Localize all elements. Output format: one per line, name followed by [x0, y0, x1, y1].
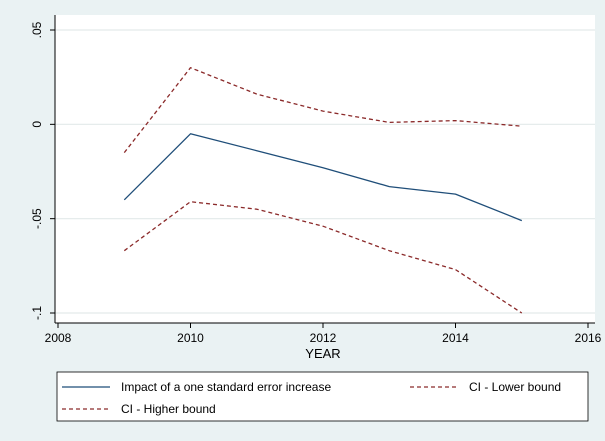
- legend-box: [56, 371, 589, 422]
- y-tick-label: 0: [30, 121, 44, 128]
- series-line: [123, 201, 523, 314]
- grid-lines: [55, 29, 595, 314]
- legend: Impact of a one standard error increase …: [56, 371, 589, 422]
- x-tick-labels: 2008 2010 2012 2014 2016: [45, 331, 602, 345]
- legend-label-ci-lower: CI - Lower bound: [469, 380, 561, 394]
- series-line: [123, 133, 523, 222]
- legend-label-ci-higher: CI - Higher bound: [121, 402, 216, 416]
- y-tick-labels: -.1 -.05 0 .05: [30, 21, 44, 320]
- legend-label-impact: Impact of a one standard error increase: [121, 380, 331, 394]
- x-tick-label: 2010: [177, 331, 204, 345]
- series-lines: [123, 67, 523, 314]
- x-tick-label: 2016: [575, 331, 602, 345]
- x-tick-label: 2012: [310, 331, 337, 345]
- y-tick-label: -.05: [30, 208, 44, 229]
- x-axis-label: YEAR: [305, 346, 340, 361]
- x-tick-label: 2008: [45, 331, 72, 345]
- axes: [50, 15, 595, 328]
- y-tick-label: .05: [30, 21, 44, 38]
- x-tick-label: 2014: [442, 331, 469, 345]
- plot-area: [55, 15, 595, 323]
- y-tick-label: -.1: [30, 306, 44, 320]
- series-line: [123, 67, 522, 153]
